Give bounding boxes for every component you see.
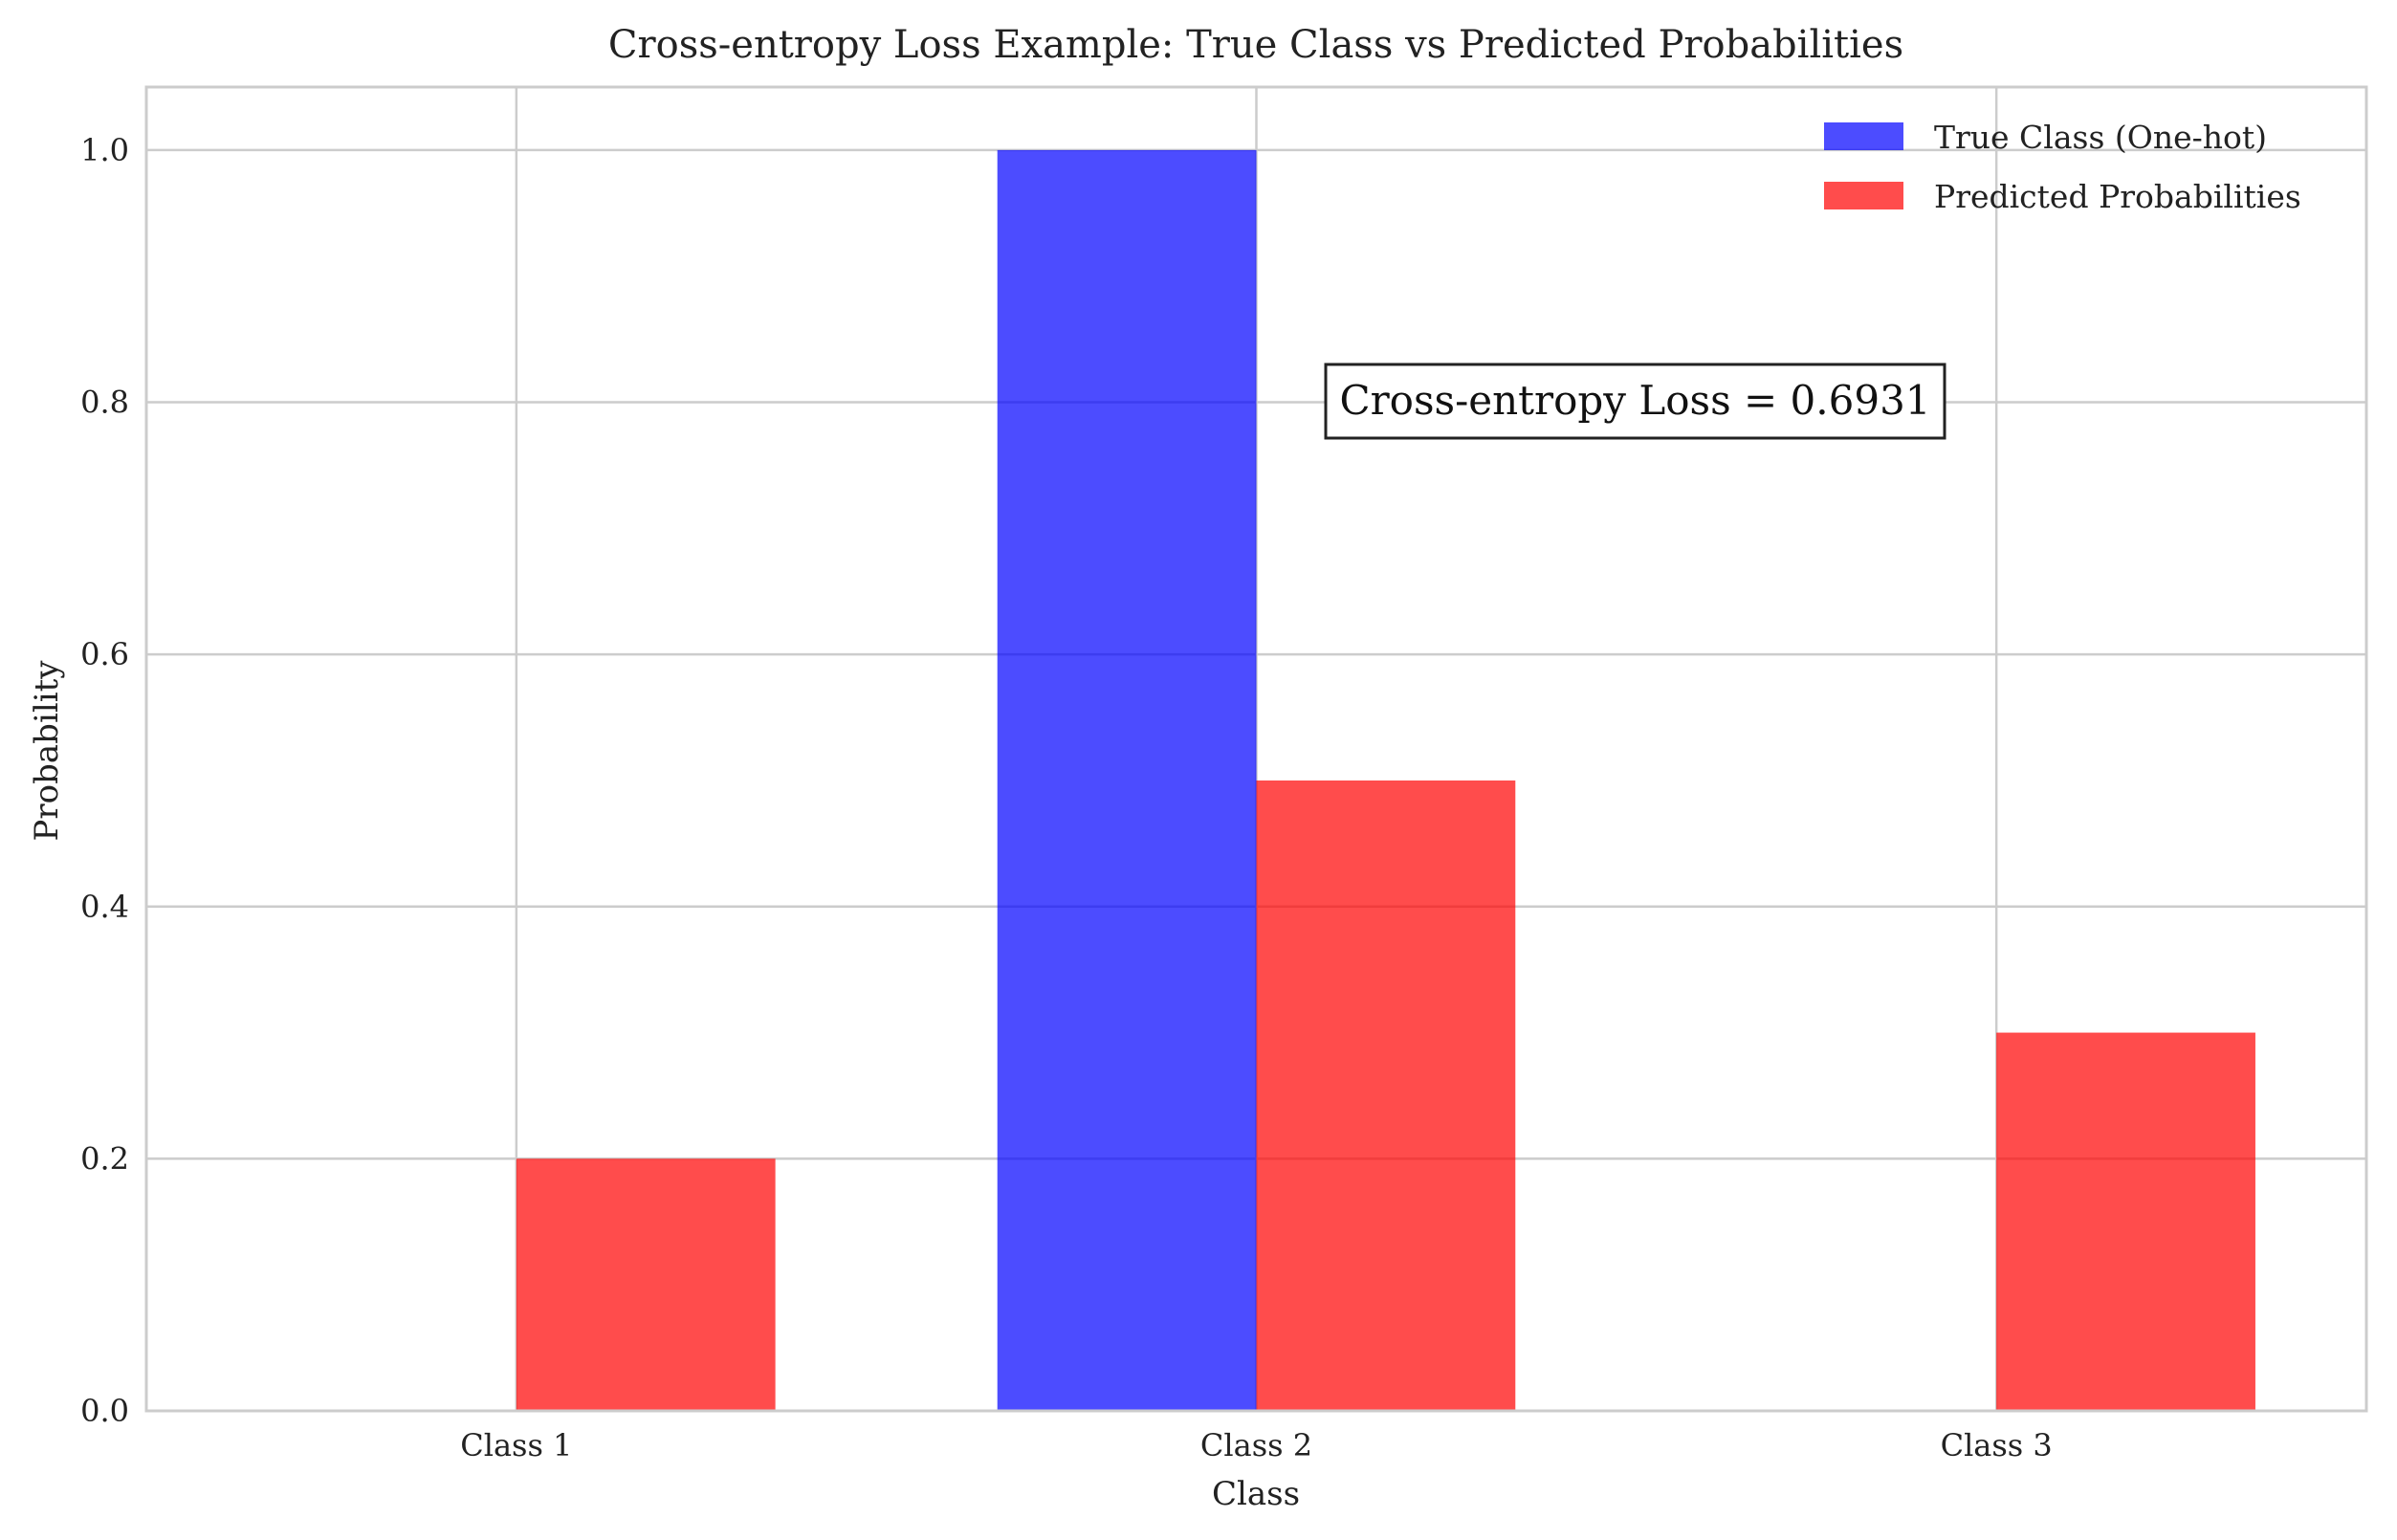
loss-annotation: Cross-entropy Loss = 0.6931 — [1324, 363, 1946, 440]
y-tick-label: 0.8 — [80, 385, 129, 421]
y-tick-label: 0.6 — [80, 636, 129, 672]
x-tick-label: Class 3 — [1941, 1427, 2053, 1463]
y-tick-label: 0.4 — [80, 889, 129, 925]
x-axis-title: Class — [1212, 1475, 1300, 1513]
y-tick-label: 0.0 — [80, 1393, 129, 1429]
legend-swatch-predicted — [1824, 182, 1903, 209]
legend-label-true-class: True Class (One-hot) — [1934, 119, 2267, 156]
x-tick-label: Class 1 — [460, 1427, 572, 1463]
legend: True Class (One-hot) Predicted Probabili… — [1824, 119, 2301, 215]
y-tick-label: 0.2 — [80, 1140, 129, 1177]
bar-predicted — [1996, 1032, 2255, 1411]
y-tick-labels: 0.0 0.2 0.4 0.6 0.8 1.0 — [80, 132, 129, 1429]
loss-annotation-text: Cross-entropy Loss = 0.6931 — [1339, 377, 1930, 424]
y-axis-title: Probability — [28, 660, 66, 842]
plot-area-frame — [144, 85, 2368, 1413]
bar-predicted — [516, 1158, 776, 1411]
bars — [516, 149, 2255, 1411]
bar-predicted — [1256, 780, 1516, 1411]
legend-swatch-true-class — [1824, 122, 1903, 150]
y-tick-label: 1.0 — [80, 132, 129, 168]
chart-title: Cross-entropy Loss Example: True Class v… — [608, 23, 1903, 67]
x-tick-labels: Class 1 Class 2 Class 3 — [460, 1427, 2053, 1463]
x-tick-label: Class 2 — [1200, 1427, 1312, 1463]
bar-true-class — [997, 149, 1257, 1411]
loss-annotation-box — [1324, 363, 1946, 440]
legend-label-predicted: Predicted Probabilities — [1934, 178, 2301, 215]
